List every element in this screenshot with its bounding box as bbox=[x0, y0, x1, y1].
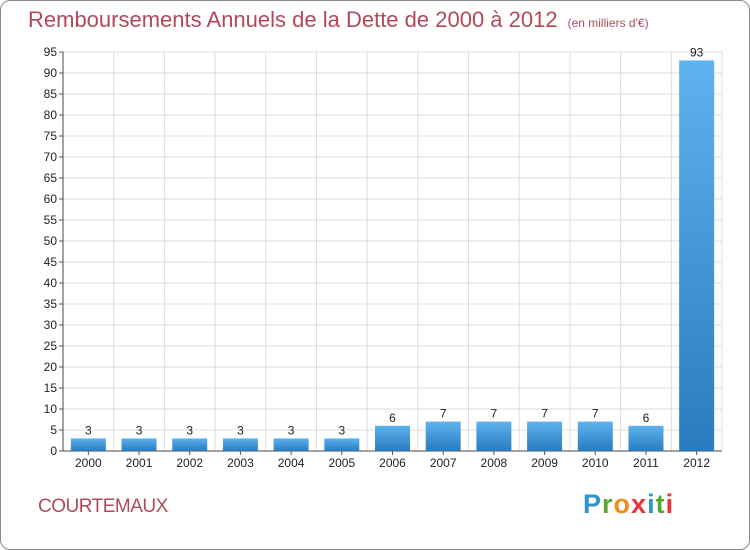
logo-letter: t bbox=[655, 489, 666, 519]
bar bbox=[222, 438, 258, 451]
logo-letter: o bbox=[613, 489, 632, 519]
x-tick-label: 2001 bbox=[126, 456, 153, 470]
y-tick-label: 65 bbox=[44, 171, 58, 185]
bars bbox=[70, 60, 715, 452]
bar bbox=[527, 421, 563, 451]
bar-value-label: 3 bbox=[186, 423, 193, 437]
logo-letter: P bbox=[583, 489, 603, 519]
y-tick-label: 95 bbox=[44, 45, 58, 59]
proxiti-logo: Proxiti bbox=[583, 489, 674, 520]
y-tick-label: 25 bbox=[44, 339, 58, 353]
y-tick-label: 10 bbox=[44, 402, 58, 416]
bar-value-label: 3 bbox=[85, 423, 92, 437]
bar bbox=[425, 421, 461, 451]
x-tick-label: 2003 bbox=[227, 456, 254, 470]
y-tick-label: 50 bbox=[44, 234, 58, 248]
x-tick-label: 2010 bbox=[582, 456, 609, 470]
y-tick-label: 60 bbox=[44, 192, 58, 206]
y-tick-label: 0 bbox=[50, 444, 57, 458]
bar-value-label: 6 bbox=[643, 411, 650, 425]
x-tick-label: 2000 bbox=[75, 456, 102, 470]
bar bbox=[375, 425, 410, 451]
y-tick-label: 80 bbox=[44, 108, 58, 122]
bar-value-label: 93 bbox=[690, 45, 704, 59]
bar-value-label: 3 bbox=[237, 423, 244, 437]
x-tick-label: 2006 bbox=[379, 456, 406, 470]
axes: 0 5 10 15 20 25 30 35 40 45 50 55 60 65 70 75 80 85 90 95 20… bbox=[44, 45, 722, 470]
y-tick-label: 20 bbox=[44, 360, 58, 374]
commune-name: COURTEMAUX bbox=[38, 496, 168, 517]
x-tick-label: 2004 bbox=[278, 456, 305, 470]
y-tick-label: 85 bbox=[44, 87, 58, 101]
bar-value-label: 7 bbox=[592, 407, 599, 421]
logo-letter: x bbox=[631, 489, 648, 519]
y-tick-label: 40 bbox=[44, 276, 58, 290]
x-tick-label: 2002 bbox=[176, 456, 203, 470]
y-tick-label: 55 bbox=[44, 213, 58, 227]
bar bbox=[273, 438, 309, 451]
y-tick-label: 15 bbox=[44, 381, 58, 395]
bar bbox=[172, 438, 208, 451]
chart-title: Remboursements Annuels de la Dette de 20… bbox=[28, 7, 649, 33]
value-labels: 3 3 3 3 3 3 6 7 7 7 7 6 93 bbox=[85, 45, 704, 437]
bar bbox=[679, 60, 715, 452]
bar bbox=[324, 438, 360, 451]
chart-subtitle: (en milliers d'€) bbox=[567, 16, 649, 30]
gridlines bbox=[62, 51, 723, 452]
y-tick-label: 45 bbox=[44, 255, 58, 269]
bar-value-label: 3 bbox=[136, 423, 143, 437]
y-tick-label: 30 bbox=[44, 318, 58, 332]
logo-letter: r bbox=[602, 489, 614, 519]
y-tick-label: 35 bbox=[44, 297, 58, 311]
bar-value-label: 3 bbox=[338, 423, 345, 437]
chart-title-main: Remboursements Annuels de la Dette de 20… bbox=[28, 7, 558, 32]
y-tick-label: 5 bbox=[50, 423, 57, 437]
x-tick-label: 2012 bbox=[683, 456, 710, 470]
bar bbox=[121, 438, 157, 451]
bar bbox=[577, 421, 613, 451]
x-tick-label: 2011 bbox=[633, 456, 659, 470]
bar-value-label: 3 bbox=[288, 423, 295, 437]
x-tick-label: 2007 bbox=[430, 456, 457, 470]
bar-value-label: 7 bbox=[491, 407, 498, 421]
y-tick-label: 90 bbox=[44, 66, 58, 80]
logo-letter: i bbox=[665, 489, 675, 519]
bar bbox=[70, 438, 106, 451]
x-tick-label: 2005 bbox=[328, 456, 355, 470]
logo-letter: i bbox=[647, 489, 656, 519]
x-tick-label: 2009 bbox=[531, 456, 558, 470]
bar bbox=[628, 425, 664, 451]
y-tick-label: 70 bbox=[44, 150, 58, 164]
bar-value-label: 6 bbox=[389, 411, 396, 425]
y-tick-label: 75 bbox=[44, 129, 58, 143]
bar bbox=[476, 421, 512, 451]
x-tick-label: 2008 bbox=[481, 456, 508, 470]
bar-value-label: 7 bbox=[541, 407, 548, 421]
bar-value-label: 7 bbox=[440, 407, 447, 421]
